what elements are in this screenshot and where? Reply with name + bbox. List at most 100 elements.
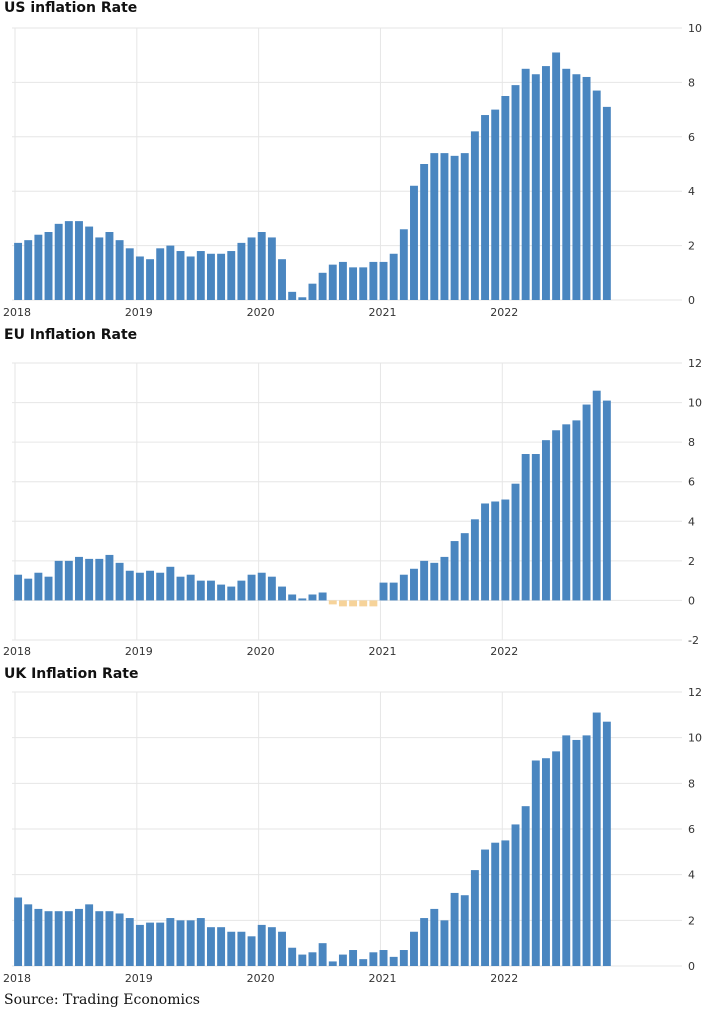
bar bbox=[410, 931, 418, 966]
bar bbox=[298, 954, 307, 966]
x-tick-label: 2019 bbox=[125, 645, 153, 658]
bar bbox=[389, 582, 398, 601]
y-tick-label: 10 bbox=[688, 732, 702, 745]
bar bbox=[470, 519, 479, 601]
bar bbox=[511, 483, 520, 601]
bar bbox=[105, 232, 114, 300]
bar bbox=[34, 908, 43, 966]
bar bbox=[379, 261, 388, 300]
bar bbox=[105, 554, 114, 601]
bar bbox=[491, 842, 500, 966]
bar bbox=[369, 261, 378, 300]
bar bbox=[267, 927, 276, 966]
bar bbox=[531, 74, 540, 301]
bar bbox=[470, 131, 479, 300]
bar bbox=[521, 454, 530, 601]
bar bbox=[217, 584, 226, 601]
bar bbox=[379, 582, 388, 601]
bar bbox=[430, 908, 439, 966]
bar bbox=[257, 924, 266, 966]
bar bbox=[582, 735, 591, 966]
bar bbox=[176, 920, 185, 966]
bar bbox=[399, 950, 408, 966]
bar bbox=[328, 264, 337, 300]
bar bbox=[135, 572, 144, 601]
bar bbox=[267, 576, 276, 601]
y-tick-label: 10 bbox=[688, 22, 702, 35]
bar bbox=[135, 256, 144, 300]
bar bbox=[186, 256, 195, 300]
bar bbox=[125, 918, 134, 966]
bar bbox=[389, 253, 398, 300]
y-tick-label: 12 bbox=[688, 357, 702, 370]
bar bbox=[592, 712, 601, 966]
bar bbox=[54, 560, 63, 601]
y-tick-label: 4 bbox=[688, 869, 695, 882]
bar bbox=[85, 226, 94, 300]
bar bbox=[440, 556, 449, 601]
bar bbox=[338, 261, 347, 300]
bar bbox=[491, 501, 500, 601]
bar bbox=[166, 245, 175, 300]
bar bbox=[95, 558, 104, 601]
bar bbox=[186, 574, 195, 601]
y-tick-label: -2 bbox=[688, 634, 699, 647]
x-tick-label: 2021 bbox=[368, 306, 396, 319]
bar bbox=[34, 572, 43, 601]
bar bbox=[298, 297, 307, 300]
bar bbox=[318, 272, 327, 300]
bar bbox=[318, 943, 327, 966]
bar bbox=[166, 918, 175, 966]
uk-inflation-chart: UK Inflation Rate 0 2 4 6 8 10 12 2018 2019 2020 2… bbox=[0, 666, 707, 988]
bar bbox=[196, 580, 205, 601]
eu-inflation-chart: EU Inflation Rate -2 0 2 4 6 8 10 12 2018 2019 202… bbox=[0, 327, 707, 660]
bar bbox=[460, 153, 469, 300]
bar bbox=[420, 918, 429, 966]
y-tick-label: 0 bbox=[688, 960, 695, 973]
bar bbox=[369, 600, 378, 607]
bar bbox=[521, 68, 530, 300]
bar bbox=[521, 806, 530, 966]
bar bbox=[44, 232, 53, 300]
bar bbox=[217, 927, 226, 966]
y-tick-label: 0 bbox=[688, 294, 695, 307]
bar bbox=[166, 566, 175, 601]
bar bbox=[115, 562, 124, 601]
x-tick-label: 2022 bbox=[490, 972, 518, 985]
x-tick-label: 2022 bbox=[490, 645, 518, 658]
y-tick-label: 10 bbox=[688, 397, 702, 410]
bar bbox=[125, 570, 134, 601]
x-tick-label: 2018 bbox=[3, 645, 31, 658]
bar bbox=[247, 237, 256, 300]
bar bbox=[95, 911, 104, 966]
bar bbox=[481, 115, 490, 300]
bar bbox=[399, 574, 408, 601]
x-tick-label: 2021 bbox=[368, 972, 396, 985]
y-tick-label: 2 bbox=[688, 914, 695, 927]
bar bbox=[541, 758, 550, 966]
bar bbox=[227, 251, 236, 300]
bar bbox=[328, 961, 337, 966]
bar bbox=[349, 950, 358, 966]
bar bbox=[257, 232, 266, 300]
bar bbox=[75, 221, 83, 300]
x-tick-label: 2018 bbox=[3, 306, 31, 319]
bar bbox=[602, 106, 611, 300]
bar bbox=[64, 560, 73, 601]
bar bbox=[237, 242, 246, 300]
chart-title: EU Inflation Rate bbox=[4, 327, 138, 343]
bar bbox=[562, 68, 571, 300]
y-tick-label: 6 bbox=[688, 476, 695, 489]
bar bbox=[318, 592, 327, 601]
bar bbox=[14, 897, 23, 966]
y-tick-label: 0 bbox=[688, 594, 695, 607]
bar bbox=[379, 950, 388, 966]
bar bbox=[410, 568, 418, 601]
y-tick-label: 12 bbox=[688, 686, 702, 699]
bar bbox=[420, 164, 429, 300]
x-tick-label: 2020 bbox=[247, 972, 275, 985]
bar bbox=[359, 959, 368, 966]
bar bbox=[95, 237, 104, 300]
bar bbox=[399, 229, 408, 300]
bar bbox=[24, 578, 33, 601]
